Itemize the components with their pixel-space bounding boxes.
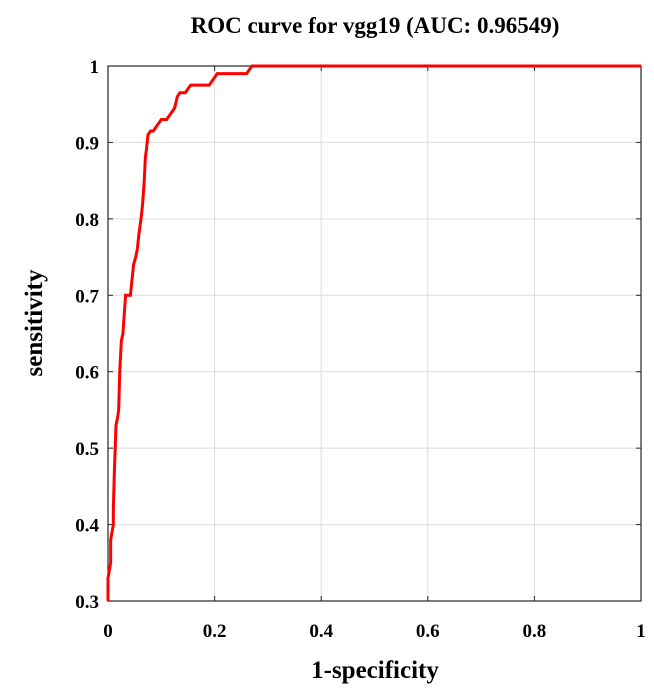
x-tick-label: 0.2 — [203, 621, 227, 642]
x-tick-label: 0 — [103, 621, 113, 642]
y-axis-label: sensitivity — [21, 269, 48, 376]
x-tick-label: 0.8 — [523, 621, 547, 642]
y-tick-label: 0.3 — [75, 592, 99, 613]
x-tick-label: 0.6 — [416, 621, 440, 642]
x-tick-label: 0.4 — [309, 621, 333, 642]
grid-lines — [107, 65, 642, 602]
y-tick-label: 1 — [90, 57, 100, 78]
roc-curve-line — [106, 64, 641, 601]
y-tick-label: 0.7 — [75, 286, 99, 307]
tick-marks — [107, 65, 642, 602]
y-tick-label: 0.4 — [75, 516, 99, 537]
y-tick-labels: 0.3 0.4 0.5 0.6 0.7 0.8 0.9 1 — [75, 57, 99, 613]
x-tick-label: 1 — [636, 621, 646, 642]
y-tick-label: 0.9 — [75, 133, 99, 154]
y-tick-label: 0.6 — [75, 363, 99, 384]
y-tick-label: 0.5 — [75, 439, 99, 460]
chart-title: ROC curve for vgg19 (AUC: 0.96549) — [191, 13, 560, 38]
y-tick-label: 0.8 — [75, 210, 99, 231]
plot-area-border — [107, 65, 642, 602]
x-tick-labels: 0 0.2 0.4 0.6 0.8 1 — [103, 621, 646, 642]
x-axis-label: 1-specificity — [311, 657, 439, 684]
series-layer — [106, 64, 641, 601]
